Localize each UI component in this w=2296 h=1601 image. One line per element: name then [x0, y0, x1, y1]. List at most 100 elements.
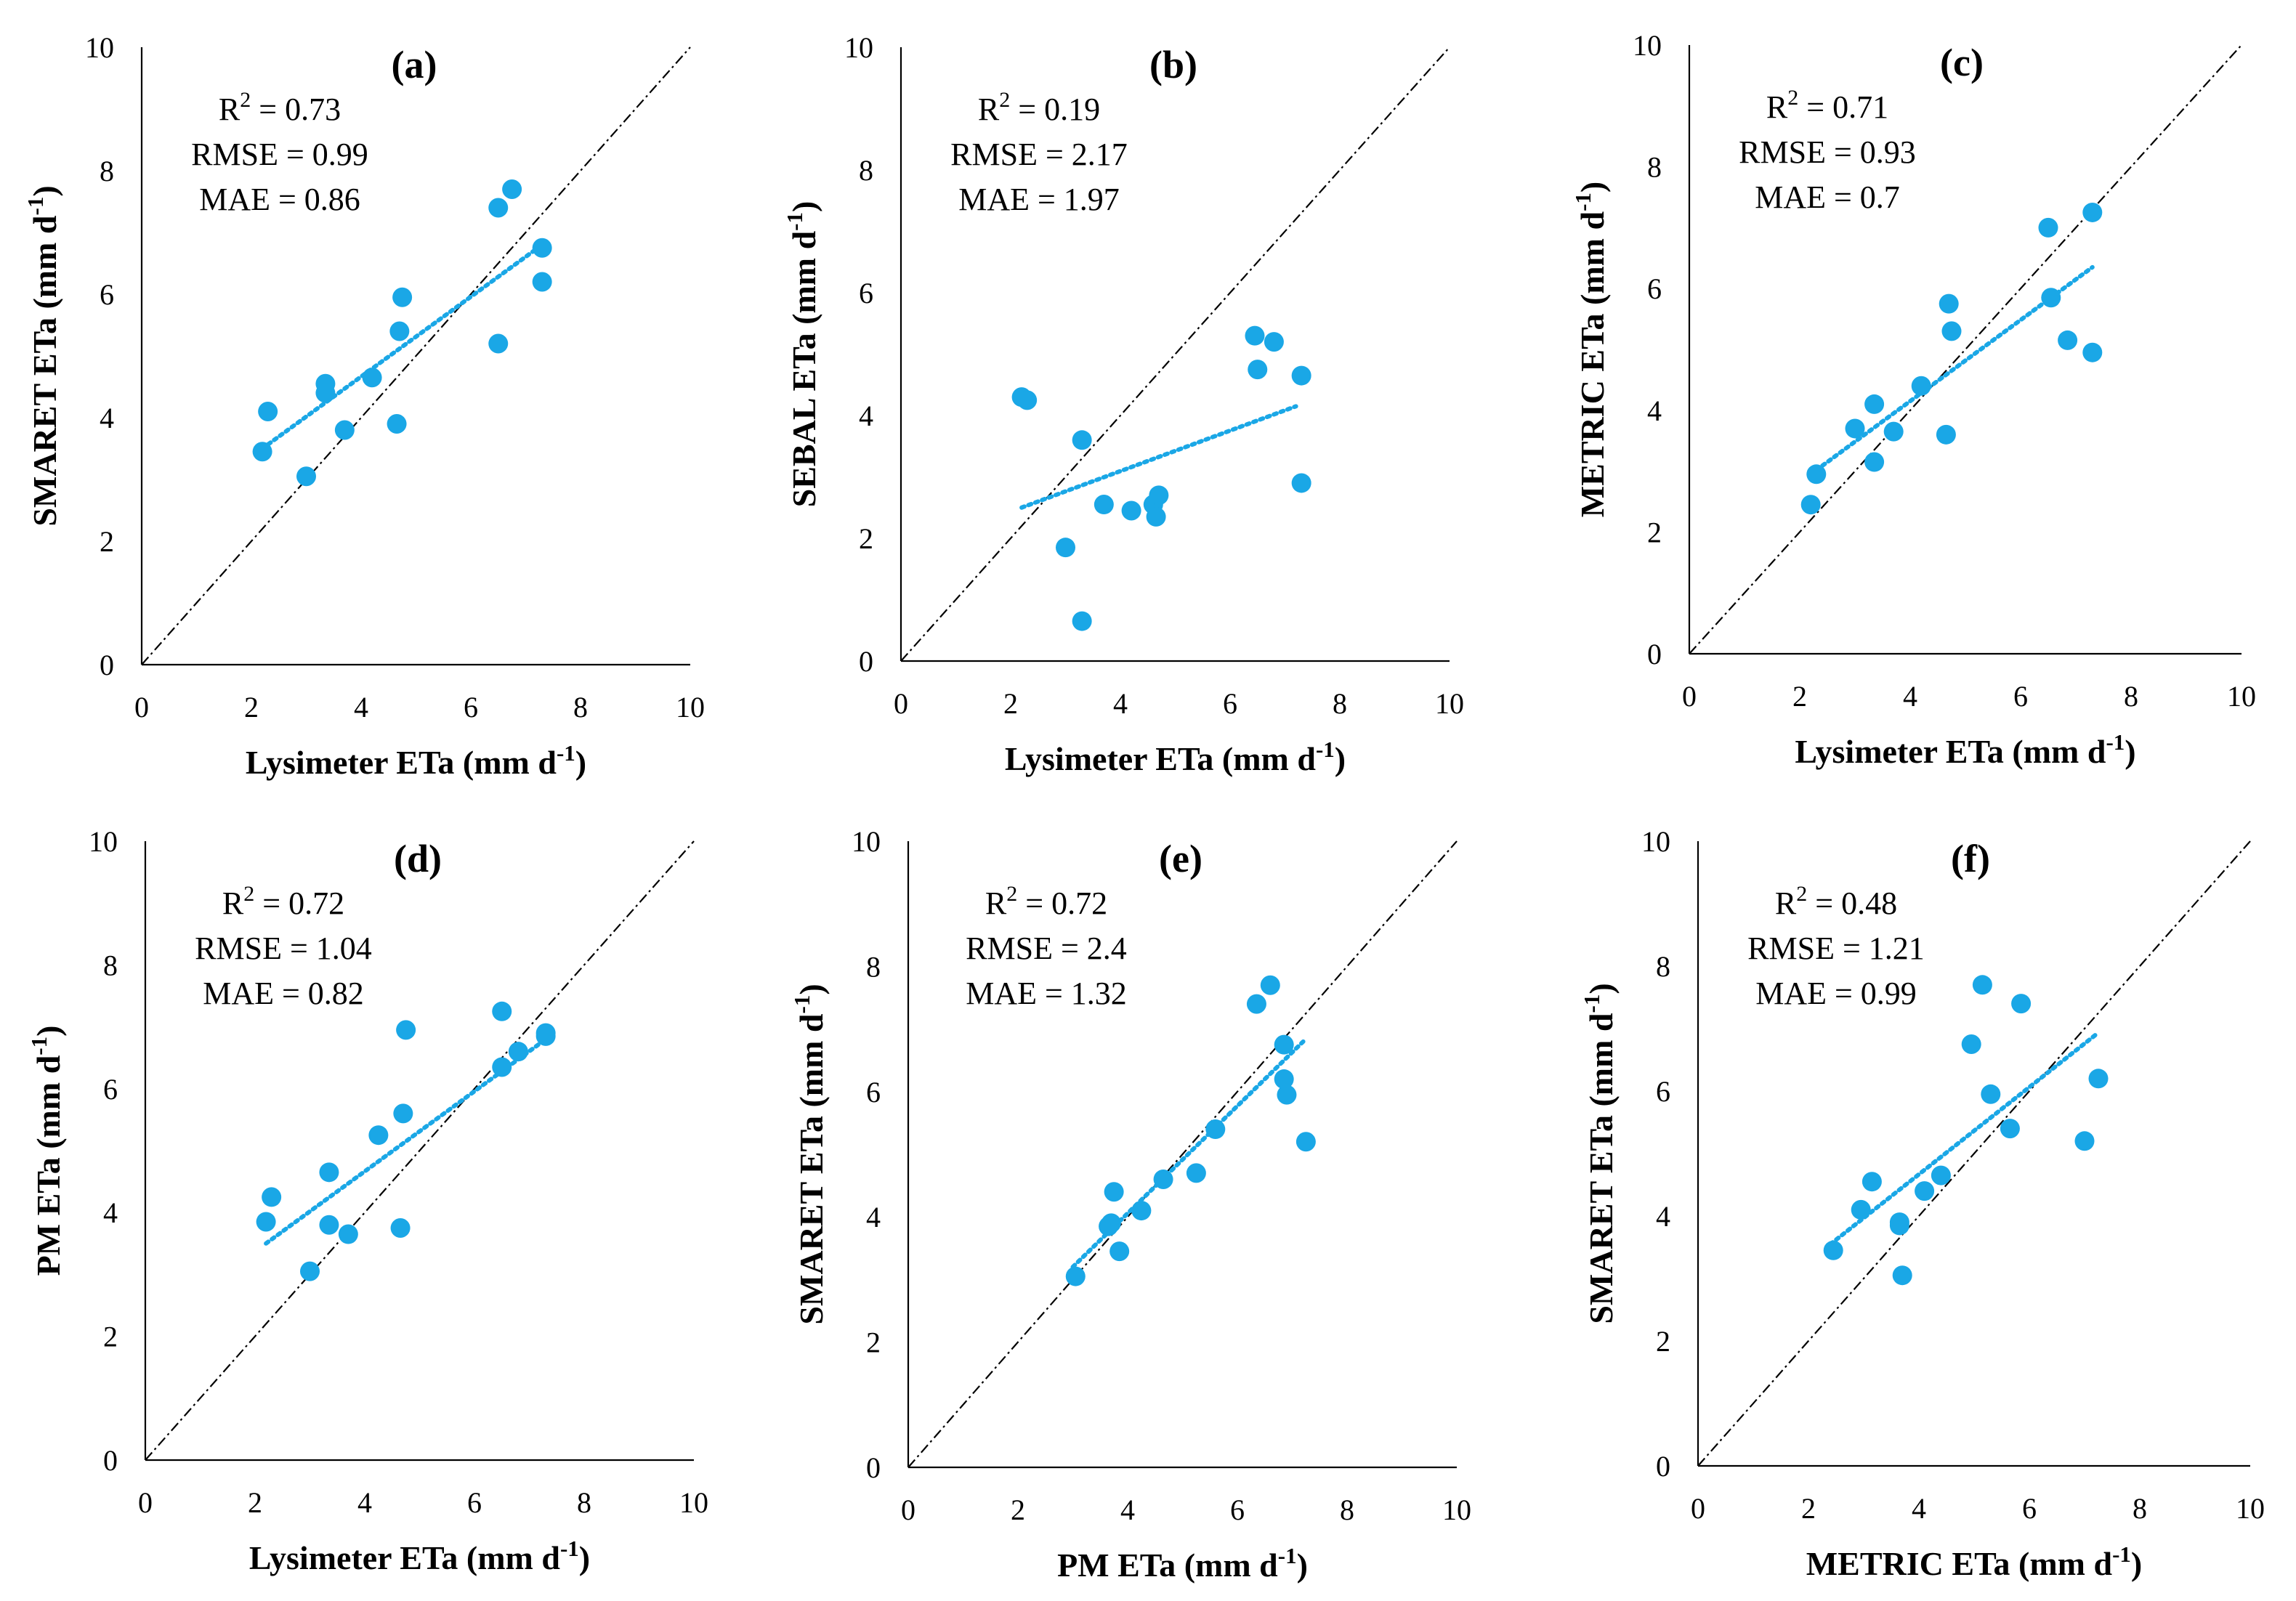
x-axis-unit-exponent: -1 [557, 740, 575, 766]
r2-exponent: 2 [243, 882, 254, 906]
y-axis-unit-exponent: -1 [23, 197, 48, 216]
data-point [502, 179, 522, 199]
x-tick-label: 6 [467, 1486, 482, 1519]
data-point [1104, 1182, 1124, 1202]
y-tick-label: 8 [100, 155, 114, 187]
x-axis-title: METRIC ETa (mm d-1) [1806, 1541, 2142, 1582]
data-point [334, 420, 355, 440]
mae-stat: MAE = 0.99 [1755, 976, 1917, 1011]
x-tick-label: 2 [1011, 1493, 1025, 1526]
data-point [1864, 394, 1885, 414]
data-point [362, 368, 382, 388]
data-point [1248, 360, 1268, 380]
data-point [1264, 332, 1284, 352]
r2-prefix: R [1775, 885, 1797, 921]
r2-value: = 0.72 [254, 885, 344, 921]
r2-prefix: R [985, 885, 1007, 921]
mae-stat: MAE = 0.86 [199, 182, 360, 217]
y-tick-label: 0 [100, 649, 114, 681]
x-tick-label: 0 [138, 1486, 153, 1519]
r2-stat: R2 = 0.73 [219, 88, 341, 127]
data-point [389, 321, 410, 341]
data-point [1931, 1165, 1951, 1185]
x-axis-unit-close: ) [1335, 740, 1346, 777]
y-tick-label: 6 [859, 277, 873, 309]
data-point [2082, 342, 2103, 362]
y-axis-unit-close: ) [793, 984, 830, 994]
data-point [1109, 1241, 1130, 1262]
x-tick-label: 4 [357, 1486, 372, 1519]
y-tick-label: 4 [1656, 1200, 1670, 1233]
x-axis-title: Lysimeter ETa (mm d-1) [246, 740, 586, 781]
data-point [1260, 975, 1280, 995]
data-point [262, 1187, 282, 1207]
data-point [2074, 1131, 2095, 1151]
data-point [2082, 202, 2103, 222]
x-tick-label: 2 [1003, 687, 1018, 720]
x-axis-title-text: Lysimeter ETa (mm d [1795, 733, 2106, 770]
y-tick-label: 2 [859, 522, 873, 555]
trend-line [1828, 1032, 2098, 1247]
x-axis-unit-close: ) [2131, 1545, 2142, 1582]
y-axis-title-text: SMARET ETa (mm d [1582, 1013, 1620, 1324]
x-tick-label: 8 [1340, 1493, 1354, 1526]
data-point [1121, 500, 1141, 521]
y-tick-label: 2 [866, 1326, 881, 1359]
data-point [1911, 376, 1931, 396]
panel-label: (c) [1940, 41, 1984, 84]
x-tick-label: 10 [1442, 1493, 1471, 1526]
data-point [1094, 495, 1114, 515]
data-point [1153, 1169, 1173, 1189]
y-tick-label: 8 [866, 950, 881, 983]
x-tick-label: 2 [1801, 1492, 1816, 1525]
y-tick-label: 4 [1647, 394, 1662, 427]
mae-stat: MAE = 0.82 [203, 976, 364, 1011]
rmse-stat: RMSE = 0.93 [1739, 134, 1916, 170]
x-axis-unit-exponent: -1 [1278, 1543, 1297, 1568]
y-axis-title-text: SEBAL ETa (mm d [785, 230, 822, 507]
rmse-stat: RMSE = 2.4 [966, 931, 1127, 966]
y-axis-title-text: METRIC ETa (mm d [1574, 211, 1611, 518]
data-point [392, 287, 413, 307]
y-axis-title-text: PM ETa (mm d [30, 1055, 67, 1276]
x-axis-unit-exponent: -1 [560, 1536, 579, 1561]
x-axis-unit-exponent: -1 [2112, 1541, 2131, 1567]
x-tick-label: 0 [1682, 680, 1697, 713]
r2-value: = 0.19 [1010, 92, 1100, 127]
y-axis-title: SEBAL ETa (mm d-1) [782, 201, 822, 508]
y-tick-label: 0 [1656, 1450, 1670, 1483]
x-axis-title-text: METRIC ETa (mm d [1806, 1545, 2113, 1582]
y-tick-label: 6 [1656, 1075, 1670, 1108]
y-tick-label: 4 [103, 1196, 118, 1229]
r2-value: = 0.71 [1798, 89, 1888, 125]
data-point [1291, 473, 1311, 493]
r2-exponent: 2 [1796, 882, 1807, 906]
panel-label: (a) [392, 43, 437, 86]
data-point [315, 383, 336, 403]
y-axis-unit-exponent: -1 [789, 995, 814, 1014]
r2-exponent: 2 [240, 88, 251, 112]
x-tick-label: 10 [676, 691, 705, 724]
data-point [387, 414, 407, 434]
data-point [492, 1001, 512, 1021]
r2-value: = 0.73 [251, 92, 341, 127]
panel-label: (f) [1951, 837, 1990, 880]
r2-stat: R2 = 0.72 [222, 882, 344, 921]
data-point [1072, 611, 1092, 631]
data-point [1246, 994, 1266, 1014]
x-tick-label: 0 [1691, 1492, 1705, 1525]
y-tick-label: 6 [100, 278, 114, 311]
y-axis-unit-close: ) [26, 185, 63, 196]
panel-label: (b) [1149, 43, 1197, 86]
y-axis-title-text: SMARET ETa (mm d [26, 215, 63, 527]
data-point [393, 1103, 413, 1124]
x-tick-label: 10 [2227, 680, 2256, 713]
x-tick-label: 2 [244, 691, 259, 724]
r2-value: = 0.72 [1017, 885, 1107, 921]
data-point [1941, 321, 1962, 341]
